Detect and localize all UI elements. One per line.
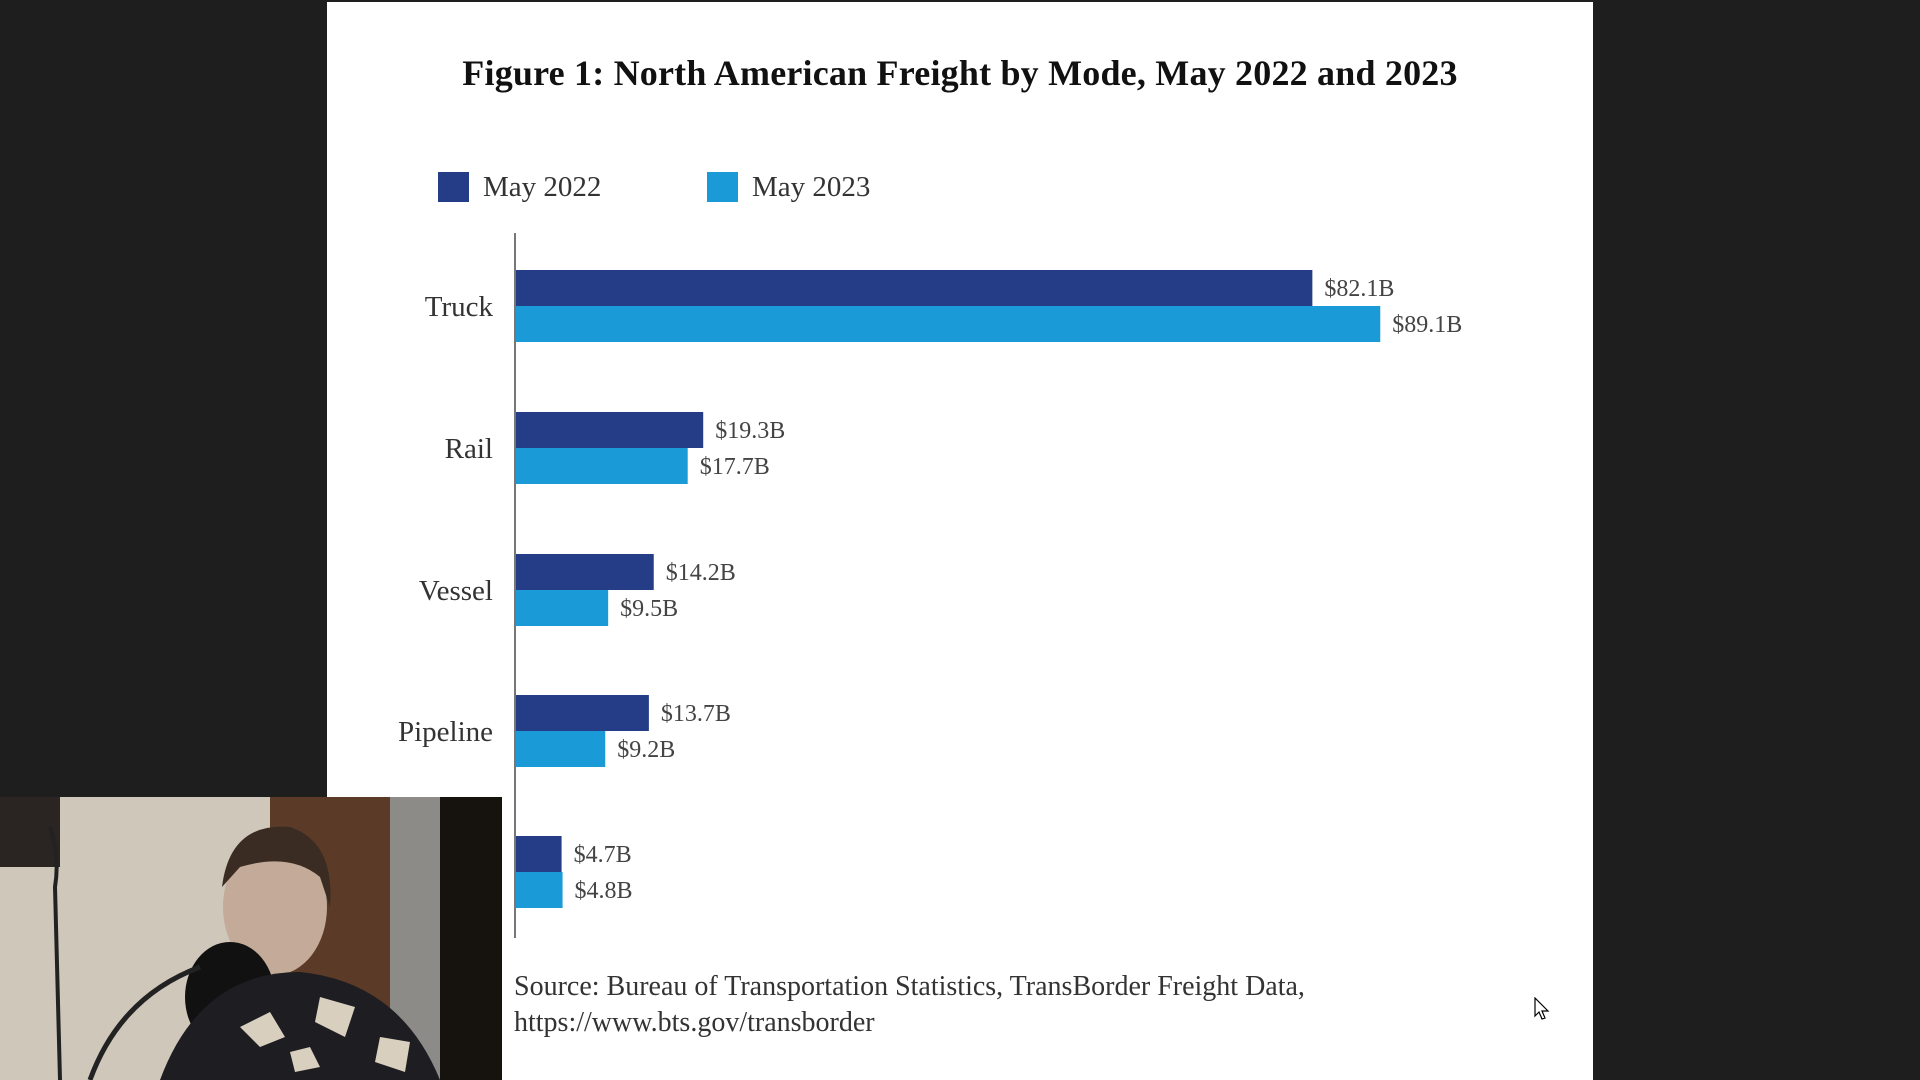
webcam-person-image bbox=[0, 797, 502, 1080]
bar-2023 bbox=[516, 306, 1381, 342]
legend-swatch-2023 bbox=[707, 172, 738, 202]
value-label: $19.3B bbox=[715, 418, 785, 444]
legend-swatch-2022 bbox=[438, 172, 469, 202]
bar-2023 bbox=[516, 448, 688, 484]
category-label: Pipeline bbox=[398, 716, 493, 748]
value-label: $9.2B bbox=[617, 737, 675, 763]
mouse-cursor-icon bbox=[1534, 997, 1550, 1020]
value-label: $82.1B bbox=[1324, 276, 1394, 302]
value-label: $17.7B bbox=[700, 454, 770, 480]
bar-2022 bbox=[516, 554, 654, 590]
bar-2023 bbox=[516, 731, 606, 767]
category-label: Rail bbox=[445, 433, 493, 465]
category-label: Truck bbox=[425, 291, 494, 323]
value-label: $89.1B bbox=[1392, 312, 1462, 338]
legend-label: May 2023 bbox=[752, 170, 871, 203]
bar-chart: Truck $82.1B $89.1B Rail $19.3B $17.7B Vessel $… bbox=[398, 233, 1462, 938]
value-label: $13.7B bbox=[661, 701, 731, 727]
value-label: $4.8B bbox=[575, 878, 633, 904]
source-line: Source: Bureau of Transportation Statist… bbox=[514, 971, 1305, 1002]
bar-2022 bbox=[516, 836, 562, 872]
source-note: Source: Bureau of Transportation Statist… bbox=[514, 969, 1305, 1041]
bar-2022 bbox=[516, 412, 704, 448]
bar-2023 bbox=[516, 872, 563, 908]
source-url[interactable]: https://www.bts.gov/transborder bbox=[514, 1007, 875, 1038]
value-label: $14.2B bbox=[666, 560, 736, 586]
value-label: $4.7B bbox=[574, 842, 632, 868]
bar-2022 bbox=[516, 270, 1313, 306]
legend-item-2023: May 2023 bbox=[707, 170, 871, 203]
legend-item-2022: May 2022 bbox=[438, 170, 602, 203]
document-page: Figure 1: North American Freight by Mode… bbox=[327, 2, 1593, 1080]
value-label: $9.5B bbox=[620, 596, 678, 622]
bar-2023 bbox=[516, 590, 609, 626]
chart-title: Figure 1: North American Freight by Mode… bbox=[462, 53, 1458, 93]
bar-2022 bbox=[516, 695, 649, 731]
webcam-overlay bbox=[0, 797, 502, 1080]
category-label: Vessel bbox=[419, 575, 493, 607]
legend-label: May 2022 bbox=[483, 170, 602, 203]
